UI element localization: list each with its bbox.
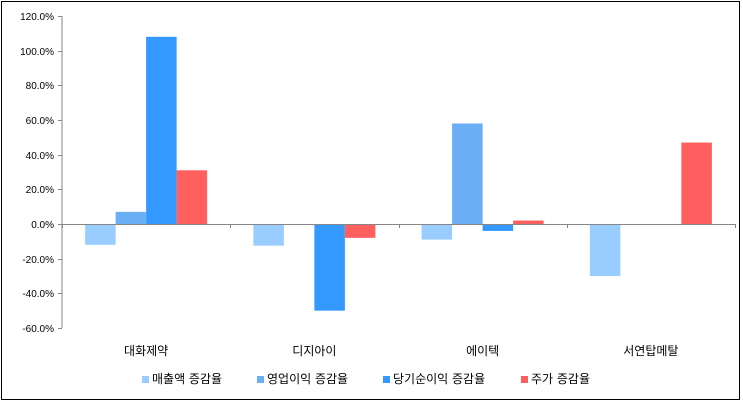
bar xyxy=(253,224,284,246)
bar xyxy=(681,142,712,224)
y-tick-label: 120.0% xyxy=(20,12,54,23)
legend-swatch xyxy=(383,376,390,383)
legend-swatch xyxy=(257,376,264,383)
legend-label: 당기순이익 증감율 xyxy=(393,372,485,386)
bar xyxy=(115,211,147,224)
legend-label: 매출액 증감율 xyxy=(152,372,222,386)
y-tick-label: 20.0% xyxy=(26,185,54,196)
y-tick-label: -40.0% xyxy=(22,289,54,300)
category-label: 대화제약 xyxy=(124,343,168,358)
y-tick-label: 40.0% xyxy=(26,151,54,162)
y-tick-label: 0.0% xyxy=(31,220,54,231)
bar xyxy=(421,224,453,240)
bar xyxy=(344,224,376,238)
category-label: 디지아이 xyxy=(292,344,336,358)
bar xyxy=(589,224,621,276)
y-tick-label: 100.0% xyxy=(20,47,54,58)
y-tick-label: 80.0% xyxy=(26,81,54,92)
legend-swatch xyxy=(521,376,528,383)
bar xyxy=(146,36,177,224)
bar xyxy=(513,220,544,224)
bar xyxy=(314,224,345,311)
bar xyxy=(176,170,208,224)
category-label: 서연탑메탈 xyxy=(623,344,678,358)
y-tick-label: -20.0% xyxy=(22,255,54,266)
bar xyxy=(452,123,483,224)
bar xyxy=(482,224,514,231)
category-label: 에이텍 xyxy=(466,344,499,358)
legend-label: 영업이익 증감율 xyxy=(267,372,348,386)
y-tick-label: 60.0% xyxy=(26,116,54,127)
legend-label: 주가 증감율 xyxy=(531,372,590,386)
bar xyxy=(85,224,116,245)
legend-swatch xyxy=(142,376,149,383)
y-tick-label: -60.0% xyxy=(22,324,54,335)
